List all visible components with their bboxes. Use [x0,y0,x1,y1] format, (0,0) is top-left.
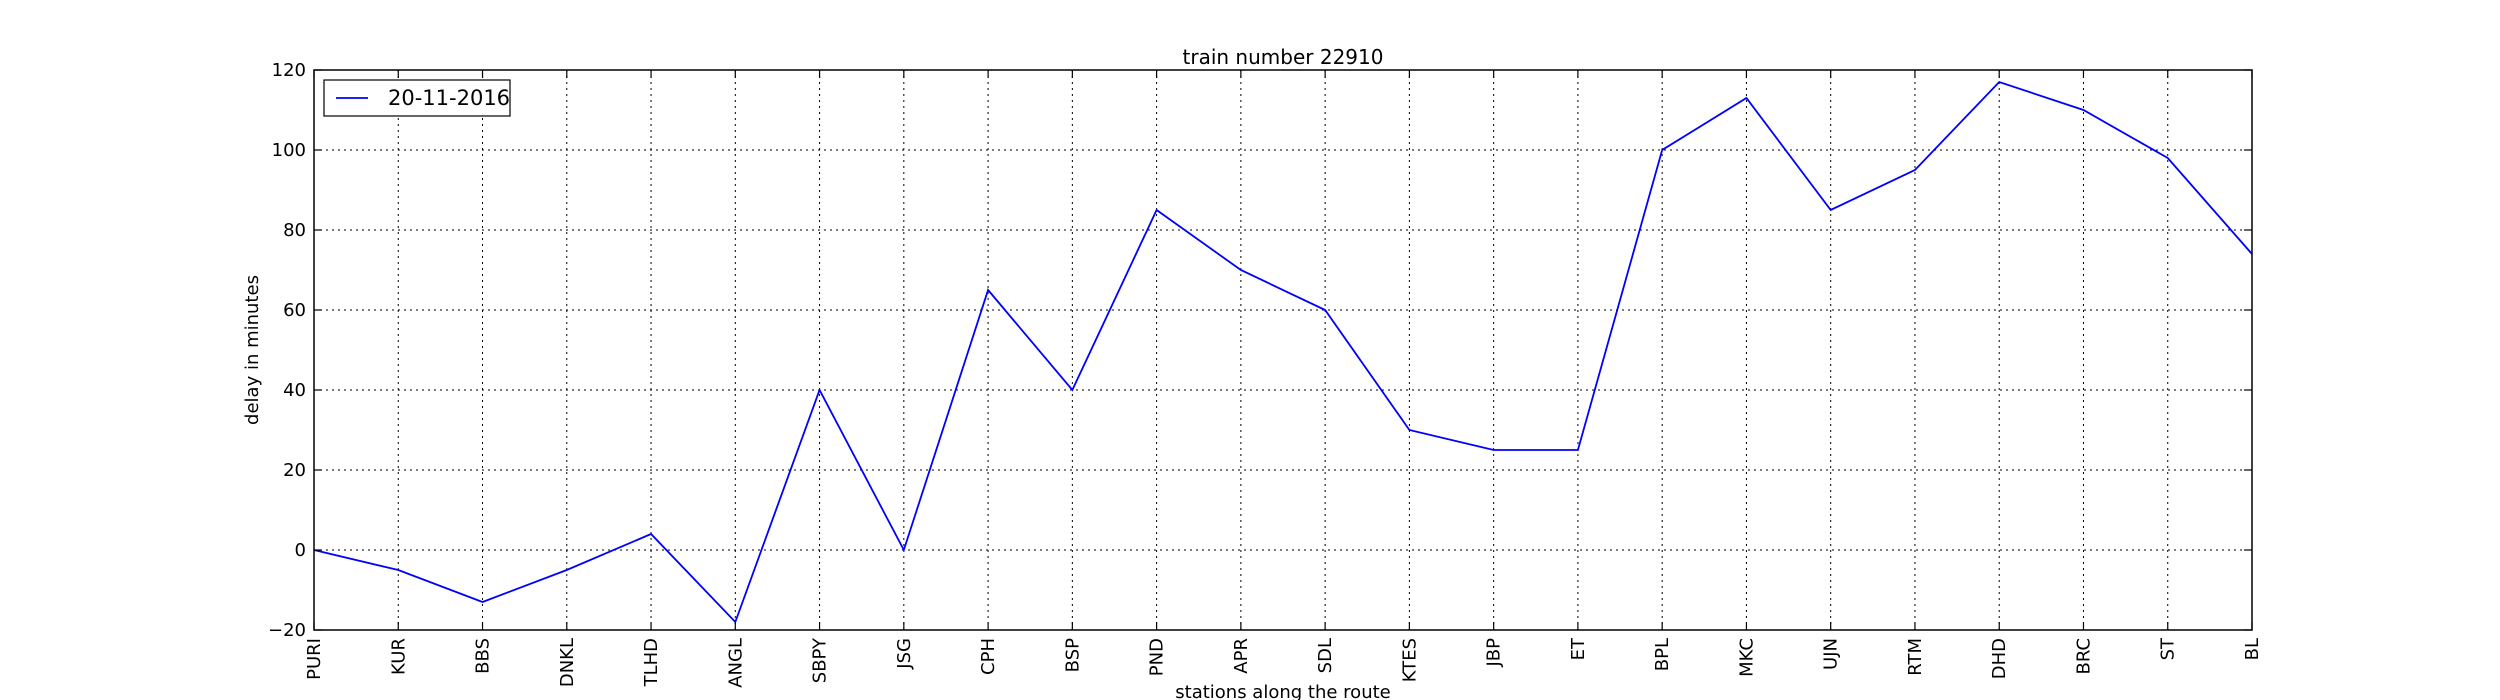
grid-lines [314,70,2252,630]
y-tick-label: 0 [295,540,306,561]
y-tick-label: 60 [283,300,306,321]
x-tick-label: JBP [1484,638,1505,668]
x-tick-label: TLHD [641,638,662,687]
x-tick-label: BPL [1652,638,1673,671]
x-tick-label: BRC [2073,638,2094,675]
x-tick-label: MKC [1736,638,1757,677]
x-tick-label: PURI [304,638,325,680]
x-tick-label: SDL [1315,638,1336,673]
x-tick-label: RTM [1905,638,1926,676]
chart-title: train number 22910 [1183,45,1384,69]
x-tick-label: BSP [1062,638,1083,672]
x-tick-label: KTES [1399,638,1420,682]
x-tick-label: KUR [388,638,409,675]
axis-ticks: −20 0 20 40 60 80 100 120 PURI KUR BBS DNKL TLHD ANGL… [268,60,2263,688]
x-tick-label: ST [2158,637,2179,660]
x-tick-label: JSG [894,638,915,670]
y-tick-label: −20 [268,620,306,641]
x-tick-label: DNKL [557,638,578,687]
y-tick-label: 80 [283,220,306,241]
y-axis-title: delay in minutes [242,275,263,425]
legend-label: 20-11-2016 [388,86,510,110]
x-tick-label: PND [1147,638,1168,676]
x-tick-label: ET [1568,637,1589,660]
y-tick-label: 100 [272,140,306,161]
x-tick-label: UJN [1821,638,1842,670]
legend: 20-11-2016 [323,79,511,117]
y-tick-label: 120 [272,60,306,81]
x-tick-label: ANGL [725,638,746,688]
x-tick-label: DHD [1989,638,2010,679]
x-tick-label: BBS [473,638,494,674]
x-tick-label: BL [2242,638,2263,660]
x-tick-label: CPH [978,638,999,675]
plot-frame [313,69,2253,631]
y-tick-label: 20 [283,460,306,481]
y-tick-label: 40 [283,380,306,401]
x-tick-label: SBPY [810,637,831,683]
x-axis-title: stations along the route [1175,682,1390,700]
x-tick-label: APR [1231,638,1252,674]
series-line [313,80,2253,624]
series-lines [313,80,2253,624]
